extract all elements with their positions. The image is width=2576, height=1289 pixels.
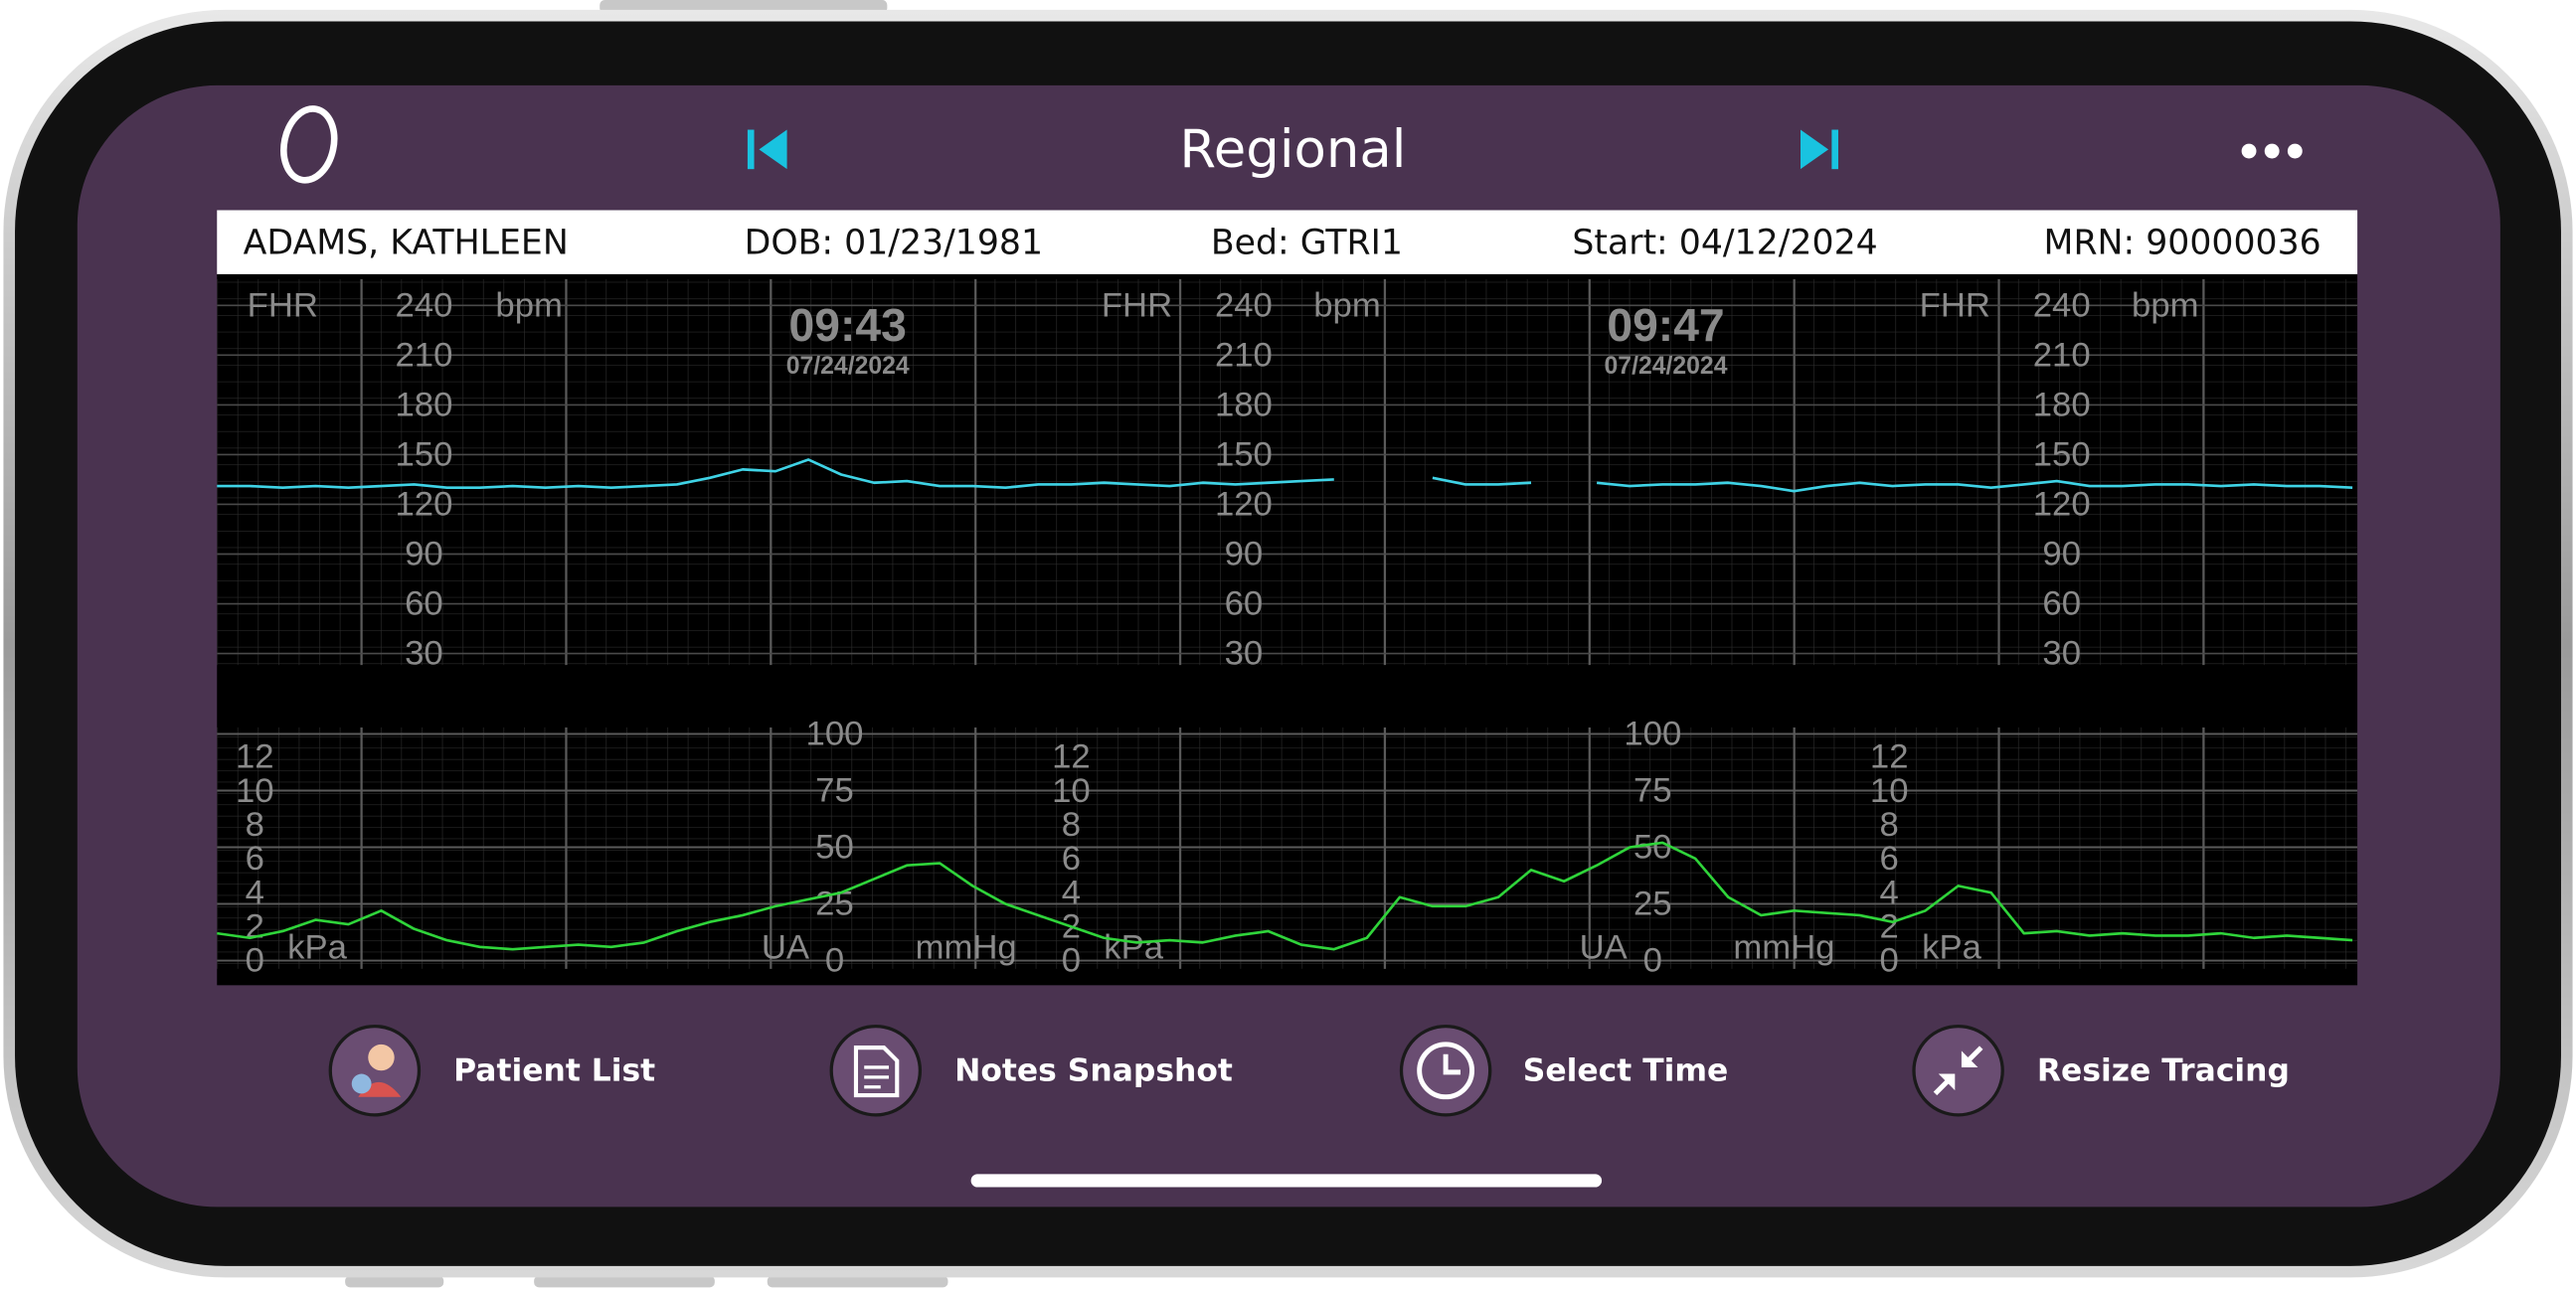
more-button[interactable] [2241, 143, 2303, 159]
kpa-tick-label: 10 [1870, 772, 1909, 810]
action-label[interactable]: Select Time [1523, 1052, 1729, 1088]
home-indicator [970, 1174, 1603, 1188]
fhr-tick-label: 90 [2042, 536, 2081, 573]
select-time-button[interactable]: Select Time [1399, 1024, 1729, 1117]
patient-mrn: MRN: 90000036 [2044, 224, 2321, 263]
patient-list-button[interactable]: Patient List [328, 1024, 655, 1117]
fhr-tick-label: 120 [1215, 485, 1273, 523]
kpa-tick-label: 10 [236, 772, 274, 810]
patient-name: ADAMS, KATHLEEN [244, 224, 569, 263]
kpa-tick-label: 4 [246, 874, 264, 911]
fhr-axis-label: FHR [1102, 286, 1172, 324]
kpa-tick-label: 0 [1880, 942, 1899, 980]
action-label[interactable]: Resize Tracing [2037, 1052, 2290, 1088]
patient-dob: DOB: 01/23/1981 [745, 224, 1043, 263]
ua-tick-label: 50 [815, 829, 854, 867]
ua-tick-label: 100 [1624, 716, 1681, 753]
timestamp-time: 09:43 [789, 299, 907, 351]
fhr-tick-label: 60 [1225, 585, 1264, 623]
fhr-tick-label: 240 [1215, 286, 1273, 324]
timestamp-time: 09:47 [1607, 299, 1724, 351]
fhr-minor-grid [217, 278, 2358, 666]
patient-bed: Bed: GTRI1 [1211, 224, 1403, 263]
fhr-axis-label: FHR [248, 286, 318, 324]
notes-snapshot-button[interactable]: Notes Snapshot [829, 1024, 1233, 1117]
kpa-tick-label: 6 [1062, 840, 1081, 878]
kpa-tick-label: 0 [1062, 942, 1081, 980]
fhr-tick-label: 210 [2033, 336, 2091, 374]
kpa-tick-label: 4 [1062, 874, 1081, 911]
fhr-tick-label: 150 [2033, 435, 2091, 473]
fhr-tick-label: 30 [2042, 635, 2081, 673]
fhr-trace [217, 458, 2353, 493]
action-label[interactable]: Notes Snapshot [954, 1052, 1233, 1088]
ua-tick-label: 100 [806, 716, 864, 753]
fhr-axis-unit: bpm [1313, 286, 1380, 324]
ua-axis-unit: mmHg [1733, 928, 1834, 966]
kpa-tick-label: 10 [1052, 772, 1091, 810]
kpa-tick-label: 4 [1880, 874, 1899, 911]
app-logo [280, 105, 338, 184]
ua-tick-label: 0 [1643, 942, 1662, 980]
kpa-tick-label: 8 [246, 806, 264, 844]
fhr-tick-label: 90 [405, 536, 443, 573]
resize-tracing-button[interactable]: Resize Tracing [1912, 1024, 2290, 1117]
fhr-axis-label: FHR [1920, 286, 1990, 324]
ua-tick-label: 25 [1633, 886, 1672, 923]
ua-axis-unit: mmHg [916, 928, 1017, 966]
ua-trace [217, 841, 2353, 951]
kpa-tick-label: 0 [246, 942, 264, 980]
fhr-tick-label: 60 [2042, 585, 2081, 623]
fhr-tick-label: 210 [395, 336, 452, 374]
side-button [345, 1275, 444, 1288]
kpa-tick-label: 8 [1062, 806, 1081, 844]
side-button [534, 1275, 715, 1288]
patient-start: Start: 04/12/2024 [1572, 224, 1877, 263]
kpa-tick-label: 6 [1880, 840, 1899, 878]
kpa-tick-label: 8 [1880, 806, 1899, 844]
fhr-tick-label: 150 [395, 435, 452, 473]
kpa-unit: kPa [287, 928, 347, 966]
ua-tick-label: 75 [815, 772, 854, 810]
fhr-tick-label: 60 [405, 585, 443, 623]
fhr-tick-label: 120 [395, 485, 452, 523]
fhr-tick-label: 180 [1215, 386, 1273, 423]
ua-tick-label: 75 [1633, 772, 1672, 810]
kpa-tick-label: 12 [1870, 738, 1909, 776]
fhr-tick-label: 240 [2033, 286, 2091, 324]
kpa-unit: kPa [1922, 928, 1981, 966]
ua-tick-label: 50 [1633, 829, 1672, 867]
kpa-unit: kPa [1104, 928, 1163, 966]
kpa-tick-label: 12 [1052, 738, 1091, 776]
fhr-tick-label: 180 [2033, 386, 2091, 423]
fhr-tick-label: 30 [405, 635, 443, 673]
previous-button[interactable] [747, 129, 787, 170]
ua-axis-label: UA [762, 928, 810, 966]
side-button [767, 1275, 948, 1288]
fhr-tick-label: 150 [1215, 435, 1273, 473]
action-label[interactable]: Patient List [453, 1052, 655, 1088]
fhr-tick-label: 90 [1225, 536, 1264, 573]
next-button[interactable] [1800, 129, 1838, 170]
timestamp-date: 07/24/2024 [1605, 353, 1728, 380]
fhr-tick-label: 120 [2033, 485, 2091, 523]
patient-header [217, 210, 2358, 274]
app-title: Regional [1179, 119, 1406, 180]
ua-tick-label: 0 [825, 942, 844, 980]
kpa-tick-label: 2 [1880, 907, 1899, 945]
kpa-tick-label: 6 [246, 840, 264, 878]
fhr-axis-unit: bpm [495, 286, 562, 324]
fhr-tick-label: 180 [395, 386, 452, 423]
kpa-tick-label: 12 [236, 738, 274, 776]
kpa-tick-label: 2 [246, 907, 264, 945]
fhr-axis-unit: bpm [2132, 286, 2198, 324]
ua-axis-label: UA [1580, 928, 1629, 966]
fhr-tick-label: 210 [1215, 336, 1273, 374]
fhr-tick-label: 240 [395, 286, 452, 324]
timestamp-date: 07/24/2024 [786, 353, 910, 380]
fhr-tick-label: 30 [1225, 635, 1264, 673]
